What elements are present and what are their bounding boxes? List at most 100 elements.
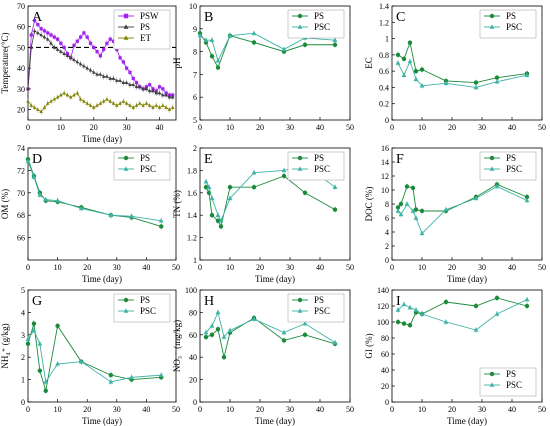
legend-swatch-marker: [297, 297, 303, 303]
data-point: [125, 66, 129, 70]
x-tick-label: 20: [448, 405, 456, 414]
data-point: [118, 101, 122, 105]
x-tick-label: 10: [418, 123, 426, 132]
data-point: [281, 173, 287, 179]
data-point: [101, 74, 106, 78]
y-tick-label: 40: [381, 366, 389, 375]
data-point: [128, 82, 132, 87]
x-tick-label: 20: [256, 405, 264, 414]
data-point: [62, 91, 66, 95]
data-point: [42, 35, 47, 39]
data-point: [410, 185, 416, 191]
data-point: [134, 103, 139, 107]
series-psc: [197, 30, 338, 64]
data-point: [227, 185, 233, 190]
data-point: [419, 67, 425, 72]
data-point: [473, 303, 479, 309]
data-point: [413, 215, 419, 220]
data-point: [410, 208, 416, 213]
data-point: [134, 81, 139, 85]
data-point: [395, 52, 401, 58]
y-tick-label: 0.6: [379, 67, 389, 76]
data-point: [39, 33, 43, 37]
legend-label: PSC: [506, 380, 522, 390]
data-point: [128, 103, 132, 107]
legend-label: PSC: [314, 22, 330, 32]
data-point: [39, 109, 43, 113]
data-point: [82, 99, 86, 103]
data-point: [154, 91, 159, 95]
x-axis-label: Time (day): [82, 274, 122, 284]
legend-swatch-marker: [297, 308, 303, 313]
data-point: [395, 208, 401, 213]
data-point: [251, 40, 257, 45]
data-point: [302, 320, 308, 326]
x-tick-label: 50: [538, 263, 546, 272]
legend-label: PS: [506, 153, 516, 163]
data-point: [209, 332, 215, 337]
x-axis-label: Time (day): [82, 134, 122, 144]
series-line: [397, 60, 528, 88]
x-tick-label: 20: [83, 405, 91, 414]
x-tick-label: 50: [172, 263, 180, 272]
data-point: [281, 167, 287, 173]
data-point: [55, 361, 61, 366]
legend-label: PSC: [140, 164, 156, 174]
data-point: [332, 42, 338, 47]
data-point: [59, 93, 63, 97]
y-tick-label: 0.2: [379, 100, 389, 109]
legend-box: [113, 151, 171, 181]
data-point: [105, 97, 109, 101]
data-point: [36, 23, 40, 27]
data-point: [134, 84, 139, 89]
data-point: [443, 299, 449, 305]
data-point: [404, 184, 410, 189]
data-point: [203, 329, 209, 335]
series-psc: [395, 58, 530, 91]
legend-swatch-marker: [297, 24, 303, 29]
y-tick-label: 40: [189, 353, 197, 362]
data-point: [151, 89, 155, 93]
data-point: [443, 206, 449, 212]
y-tick-label: 74: [17, 144, 25, 153]
data-point: [524, 72, 530, 77]
data-point: [443, 80, 449, 86]
data-point: [36, 107, 40, 111]
legend-label: PSC: [506, 22, 522, 32]
x-tick-label: 40: [142, 263, 150, 272]
x-tick-label: 30: [286, 405, 294, 414]
data-point: [25, 341, 31, 346]
data-point: [215, 327, 221, 332]
data-point: [37, 341, 43, 346]
data-point: [206, 184, 212, 189]
legend-box: [287, 151, 345, 181]
data-point: [281, 46, 287, 52]
x-tick-label: 10: [226, 263, 234, 272]
x-tick-label: 40: [156, 123, 164, 132]
legend-swatch-marker: [123, 13, 129, 19]
data-point: [473, 80, 479, 85]
legend-label: PSC: [314, 306, 330, 316]
x-tick-label: 30: [286, 263, 294, 272]
data-point: [332, 207, 338, 212]
x-tick-label: 30: [113, 405, 121, 414]
data-point: [524, 296, 530, 302]
plot-frame: [391, 5, 543, 121]
y-tick-label: 6: [385, 214, 389, 223]
data-point: [157, 105, 162, 109]
legend-label: PS: [140, 153, 150, 163]
x-tick-label: 10: [57, 123, 65, 132]
y-tick-label: 60: [17, 23, 25, 32]
data-point: [29, 103, 34, 107]
y-axis-label: Temperature(°C): [0, 33, 10, 94]
data-point: [46, 31, 50, 35]
data-point: [88, 41, 93, 45]
legend-box: [479, 367, 537, 397]
data-point: [302, 332, 308, 337]
y-tick-label: 1.6: [187, 189, 197, 198]
data-point: [29, 33, 33, 37]
